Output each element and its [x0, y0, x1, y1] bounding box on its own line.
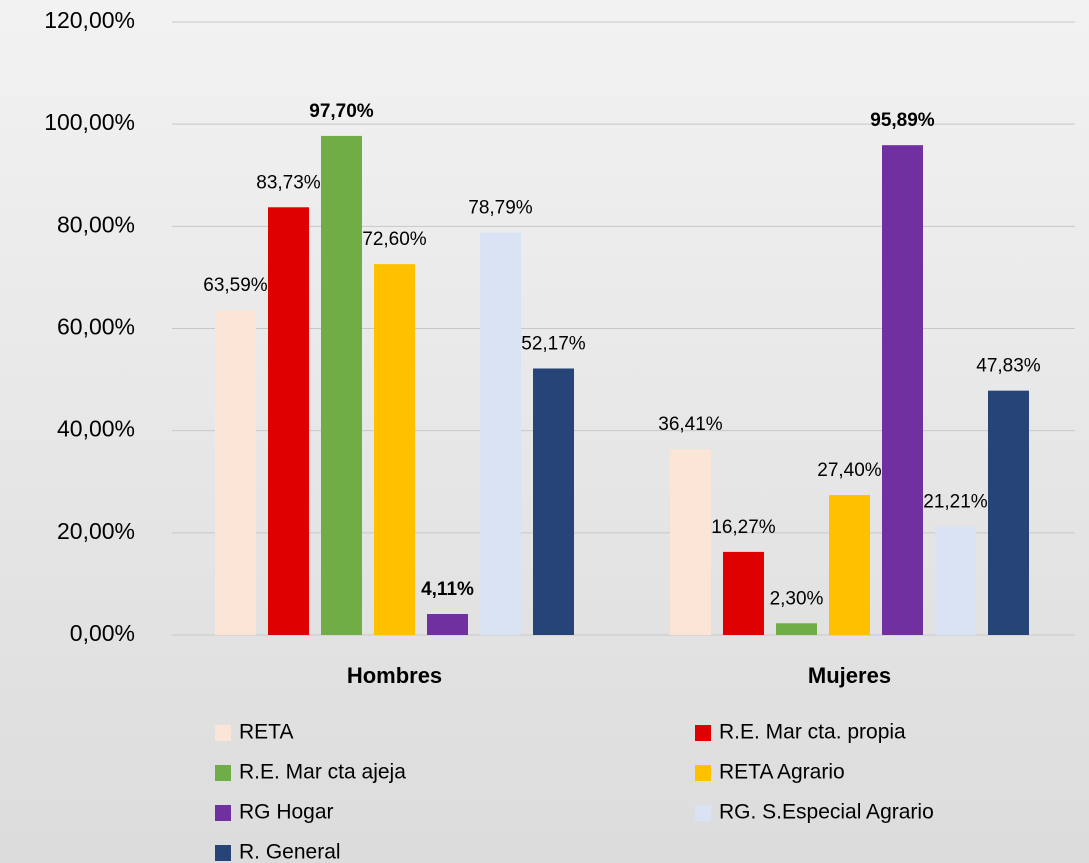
bar — [268, 207, 309, 636]
legend-swatch — [695, 765, 711, 781]
data-label: 72,60% — [362, 229, 427, 250]
data-label: 27,40% — [817, 460, 882, 481]
legend-label: R.E. Mar cta ajeja — [239, 761, 406, 784]
data-label: 36,41% — [658, 414, 723, 435]
legend-label: RG. S.Especial Agrario — [719, 801, 934, 824]
legend-label: RETA Agrario — [719, 761, 845, 784]
x-tick-label: Hombres — [347, 663, 442, 688]
data-label: 4,11% — [421, 579, 474, 600]
x-tick-label: Mujeres — [808, 663, 891, 688]
bar — [882, 145, 923, 635]
data-label: 2,30% — [770, 588, 824, 609]
bar — [670, 449, 711, 635]
y-tick-label: 100,00% — [44, 109, 135, 135]
legend-swatch — [215, 845, 231, 861]
data-label: 47,83% — [976, 356, 1041, 377]
data-label: 63,59% — [203, 275, 268, 296]
bar — [321, 135, 362, 635]
data-label: 97,70% — [309, 101, 374, 122]
data-label: 21,21% — [923, 492, 988, 513]
legend-swatch — [215, 725, 231, 741]
y-tick-label: 0,00% — [70, 620, 135, 646]
data-label: 95,89% — [870, 110, 935, 131]
bar — [533, 368, 574, 635]
y-tick-label: 40,00% — [57, 416, 135, 442]
bar — [427, 614, 468, 635]
legend-label: R. General — [239, 841, 341, 863]
bar — [215, 310, 256, 635]
data-label: 52,17% — [521, 334, 586, 355]
bar — [829, 495, 870, 635]
bar — [776, 623, 817, 635]
y-tick-label: 120,00% — [44, 7, 135, 33]
bar — [480, 232, 521, 636]
legend-swatch — [215, 765, 231, 781]
legend-swatch — [695, 805, 711, 821]
y-tick-label: 20,00% — [57, 518, 135, 544]
y-tick-label: 80,00% — [57, 211, 135, 237]
legend-label: R.E. Mar cta. propia — [719, 721, 906, 744]
legend-swatch — [695, 725, 711, 741]
data-label: 83,73% — [256, 172, 321, 193]
bar — [935, 526, 976, 635]
data-label: 16,27% — [711, 517, 776, 538]
bar — [723, 551, 764, 635]
legend-label: RG Hogar — [239, 801, 334, 824]
data-label: 78,79% — [468, 198, 533, 219]
legend-swatch — [215, 805, 231, 821]
y-tick-label: 60,00% — [57, 314, 135, 340]
legend-label: RETA — [239, 721, 293, 744]
bar — [988, 390, 1029, 635]
bar — [374, 264, 415, 635]
